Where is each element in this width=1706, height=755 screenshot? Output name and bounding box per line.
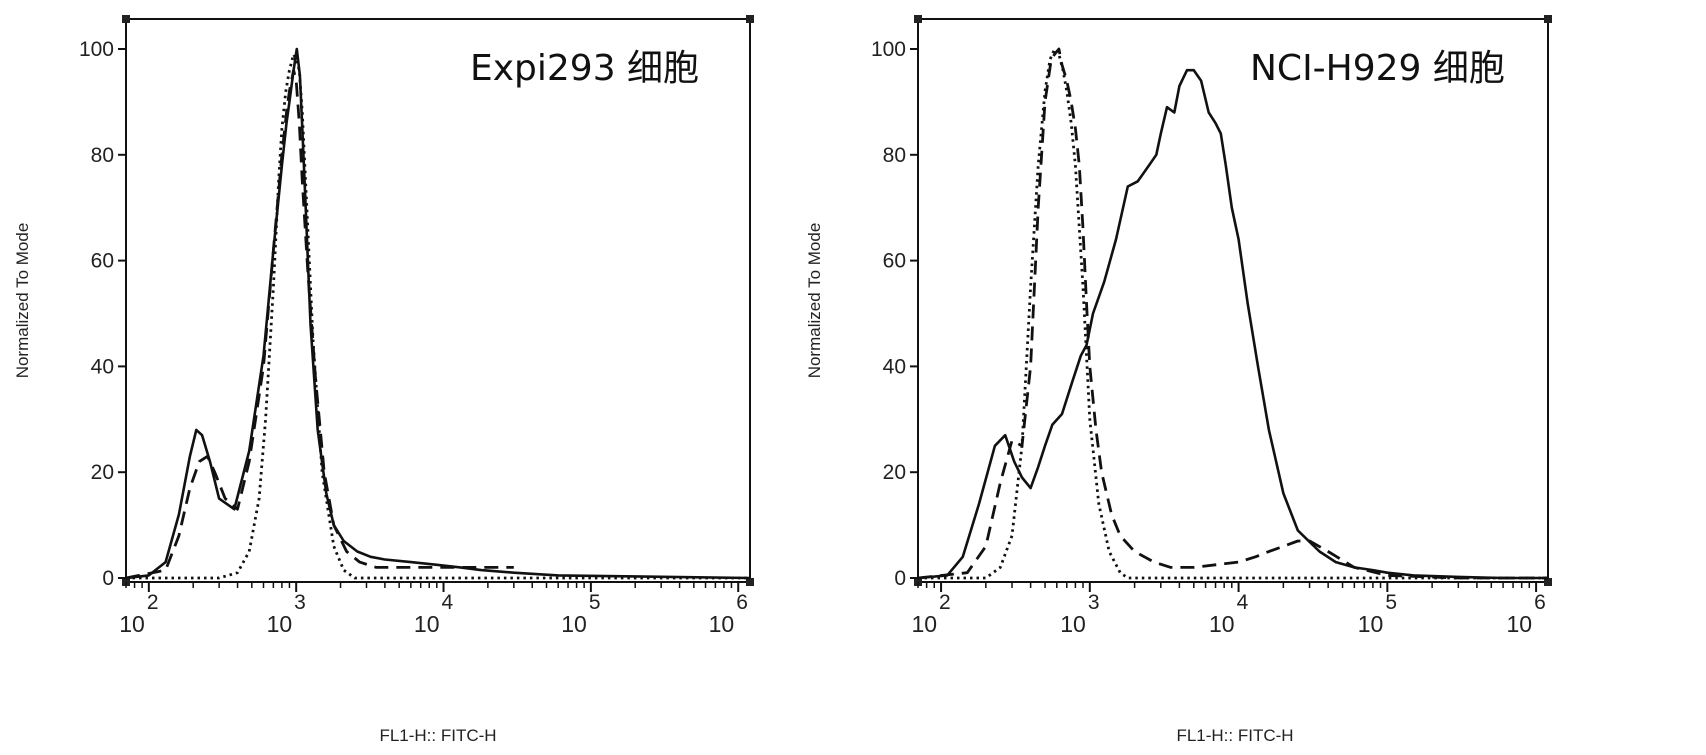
- corner-marker: [746, 15, 754, 23]
- x-tick-base: 10: [1507, 611, 1533, 637]
- corner-marker: [122, 15, 130, 23]
- series-line-dashed: [917, 47, 1548, 580]
- chart-title: Expi293 细胞: [470, 48, 699, 89]
- y-tick-label: 40: [91, 355, 114, 378]
- series-line-solid: [917, 68, 1548, 580]
- series-line-dotted: [126, 52, 750, 580]
- series-line-dotted: [918, 47, 1548, 580]
- x-tick-exponent: 3: [1088, 591, 1100, 614]
- corner-marker: [746, 578, 754, 586]
- x-tick-exponent: 2: [939, 591, 951, 614]
- y-tick-label: 60: [883, 250, 906, 273]
- x-tick-base: 10: [911, 611, 937, 637]
- x-tick-label: 106: [1507, 591, 1546, 637]
- x-tick-exponent: 6: [736, 591, 748, 614]
- y-tick-label: 80: [883, 144, 906, 167]
- y-tick-label: 0: [102, 567, 114, 590]
- y-tick-label: 40: [883, 355, 906, 378]
- x-tick-label: 104: [414, 591, 454, 637]
- x-tick-base: 10: [1358, 611, 1384, 637]
- series-line-solid: [125, 47, 750, 580]
- y-tick-label: 100: [79, 38, 114, 61]
- x-tick-label: 103: [267, 591, 306, 637]
- x-tick-exponent: 6: [1534, 591, 1546, 614]
- x-tick-exponent: 4: [1237, 591, 1249, 614]
- x-tick-base: 10: [267, 611, 293, 637]
- y-tick-label: 100: [871, 38, 906, 61]
- series-line-dashed: [125, 68, 514, 580]
- x-tick-label: 103: [1060, 591, 1099, 637]
- x-tick-label: 104: [1209, 591, 1249, 637]
- x-tick-label: 102: [911, 591, 950, 637]
- x-tick-exponent: 4: [442, 591, 454, 614]
- y-tick-label: 20: [883, 461, 906, 484]
- corner-marker: [1544, 578, 1552, 586]
- corner-marker: [1544, 15, 1552, 23]
- x-tick-base: 10: [561, 611, 587, 637]
- x-tick-exponent: 3: [294, 591, 306, 614]
- chart-title: NCI-H929 细胞: [1250, 48, 1505, 89]
- x-tick-label: 102: [119, 591, 158, 637]
- y-tick-label: 80: [91, 144, 114, 167]
- x-tick-exponent: 5: [1385, 591, 1397, 614]
- y-axis-label: Normalized To Mode: [805, 223, 824, 379]
- x-tick-base: 10: [1209, 611, 1235, 637]
- x-tick-label: 105: [1358, 591, 1397, 637]
- y-tick-label: 20: [91, 461, 114, 484]
- x-tick-label: 106: [709, 591, 748, 637]
- x-axis-label: FL1-H:: FITC-H: [379, 726, 496, 745]
- x-tick-base: 10: [119, 611, 145, 637]
- x-tick-base: 10: [1060, 611, 1086, 637]
- x-tick-label: 105: [561, 591, 600, 637]
- x-tick-base: 10: [414, 611, 440, 637]
- y-axis-label: Normalized To Mode: [13, 223, 32, 379]
- x-tick-base: 10: [709, 611, 735, 637]
- y-tick-label: 60: [91, 250, 114, 273]
- plot-frame: [917, 18, 1549, 583]
- x-axis-label: FL1-H:: FITC-H: [1176, 726, 1293, 745]
- x-tick-exponent: 5: [589, 591, 601, 614]
- plot-frame: [125, 18, 751, 583]
- corner-marker: [914, 15, 922, 23]
- x-tick-exponent: 2: [147, 591, 159, 614]
- y-tick-label: 0: [894, 567, 906, 590]
